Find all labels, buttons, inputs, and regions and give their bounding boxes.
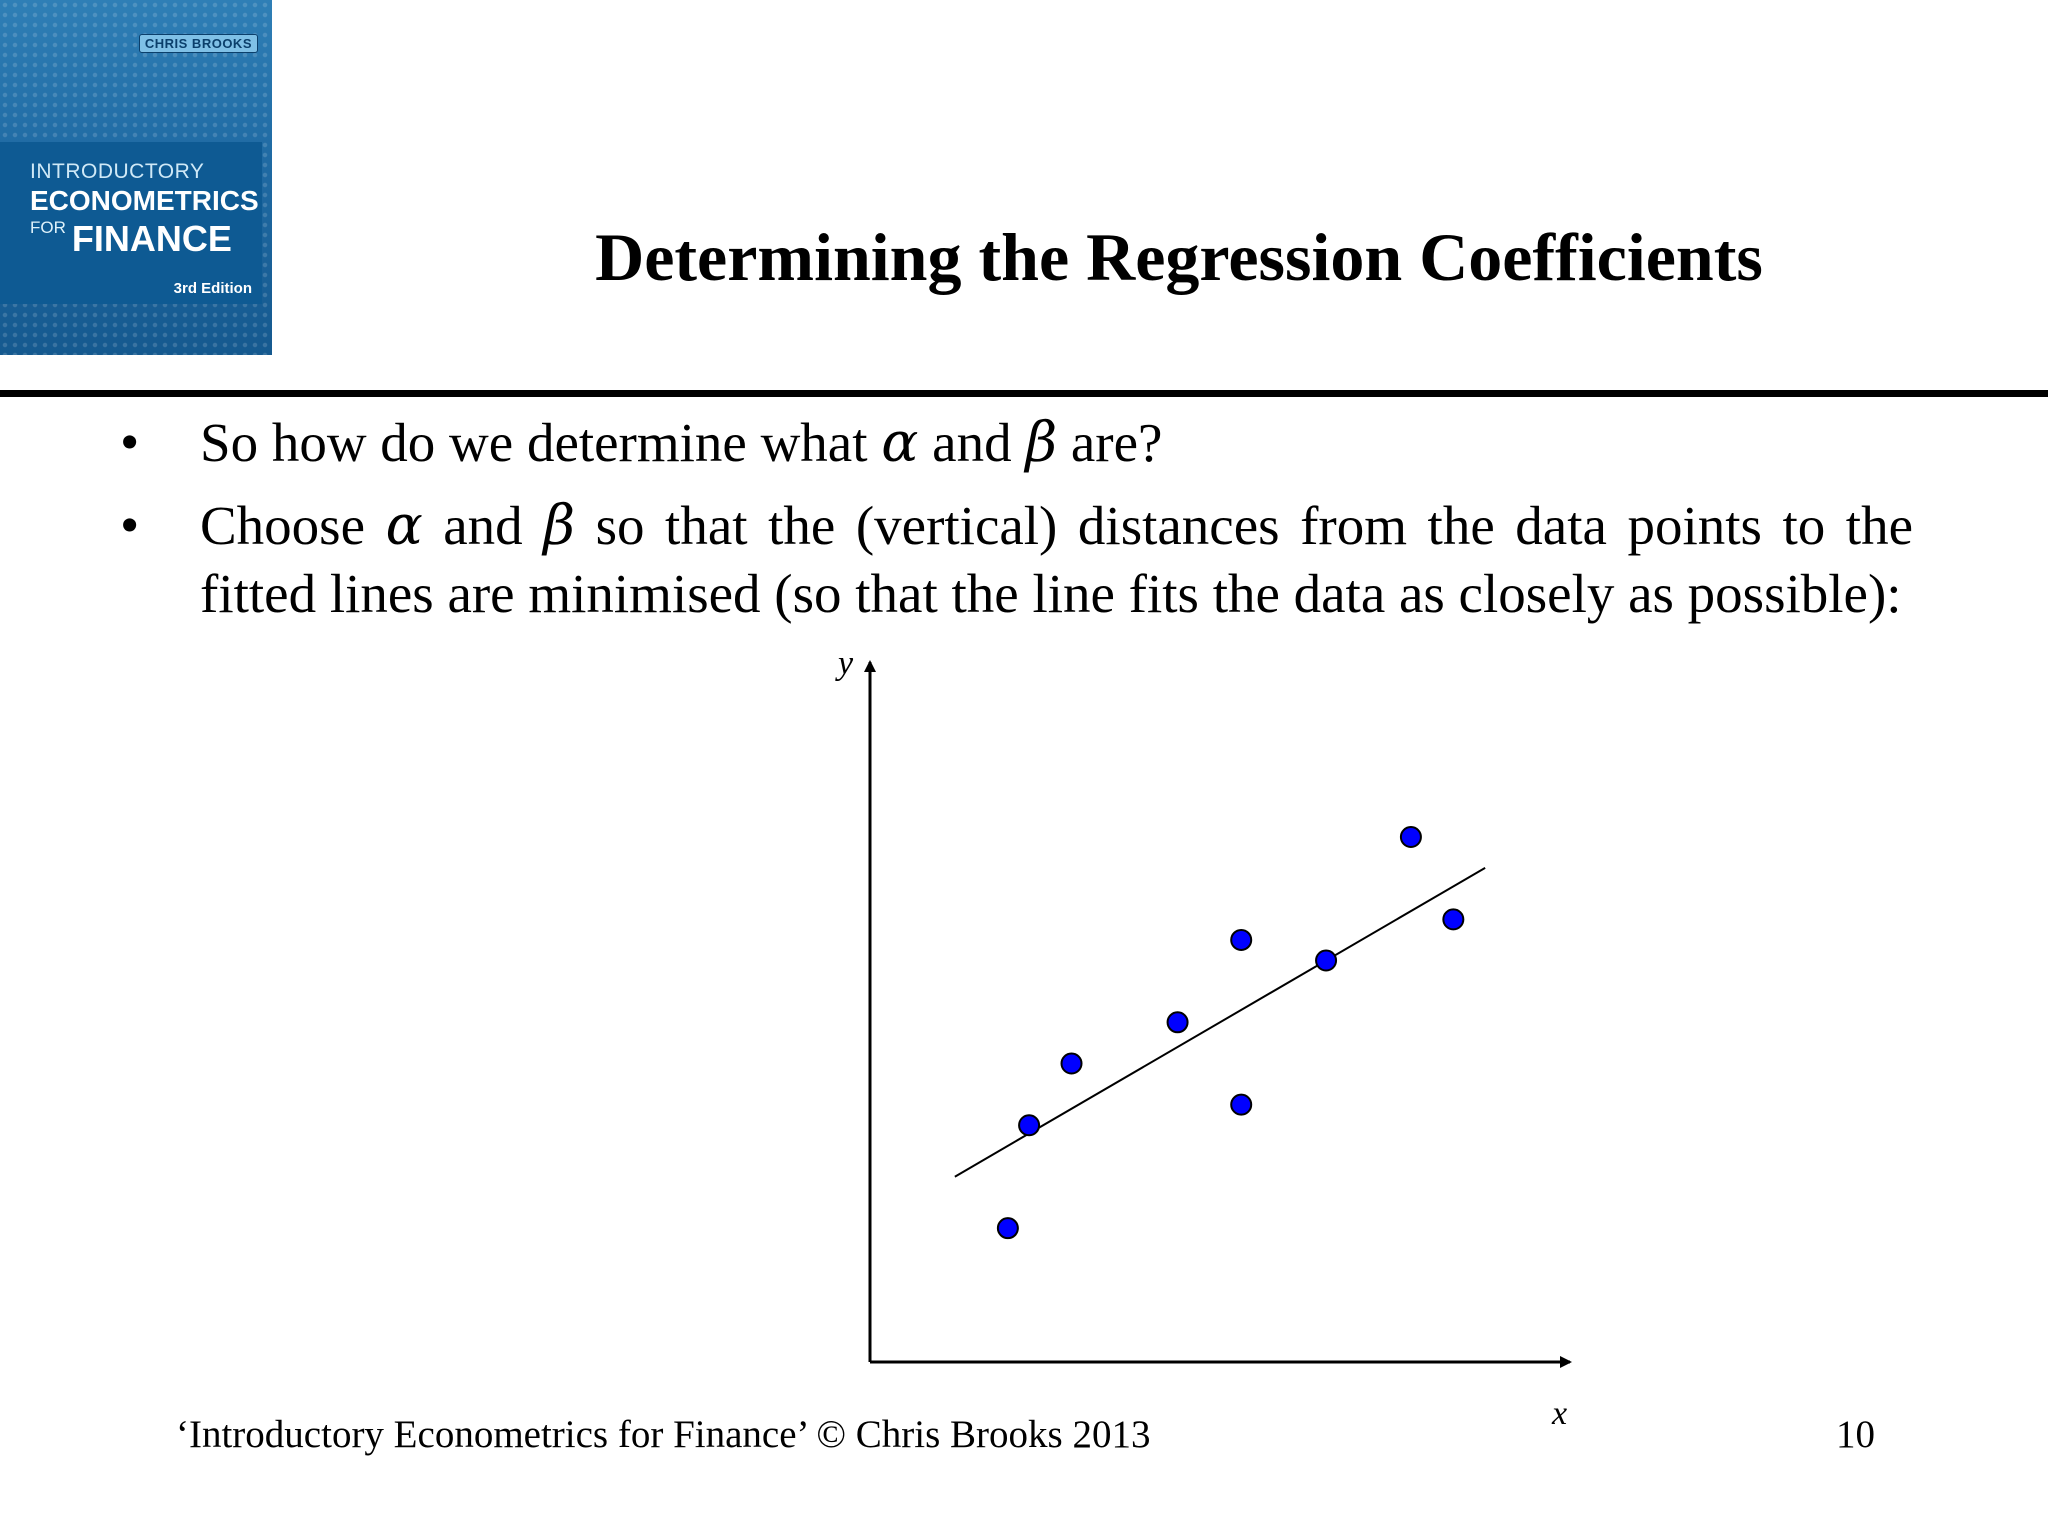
data-point-9 [1442,908,1465,931]
data-point-7 [1315,949,1338,972]
cover-finance-label: FINANCE [71,218,232,259]
data-point-5 [1230,1093,1253,1116]
alpha-symbol: α [385,493,423,557]
bullet-item-2: • Choose α and β so that the (vertical) … [115,491,1913,628]
beta-symbol: β [1025,410,1058,474]
beta-symbol: β [543,493,576,557]
data-point-2 [1018,1114,1041,1137]
bullet-item-1: • So how do we determine what α and β ar… [115,408,1915,477]
bullet-marker: • [120,411,140,472]
cover-title-line2: ECONOMETRICS [30,185,259,216]
y-axis-label: y [835,645,854,682]
bullet-text: and [918,412,1026,473]
alpha-symbol: α [881,410,919,474]
fitted-regression-line [954,867,1486,1178]
footer-copyright: ‘Introductory Econometrics for Finance’ … [176,1413,1151,1456]
cover-for-label: FOR [30,218,66,237]
cover-author: CHRIS BROOKS [138,34,258,53]
page-number: 10 [1836,1413,1875,1456]
bullet-text: and [422,495,544,556]
bullet-list: • So how do we determine what α and β ar… [115,408,1915,642]
cover-edition: 3rd Edition [173,280,252,297]
title-divider [0,390,2048,397]
slide-title: Determining the Regression Coefficients [595,219,1763,295]
data-point-4 [1166,1011,1189,1034]
bullet-text: so that the (vertical) distances from th… [200,495,1914,624]
cover-band [0,142,262,304]
cover-title-line3: FOR FINANCE [30,218,232,260]
bullet-text: are? [1057,412,1163,473]
book-cover-image: CHRIS BROOKS INTRODUCTORY ECONOMETRICS F… [0,0,272,355]
data-point-1 [996,1217,1019,1240]
bullet-text: Choose [200,495,386,556]
data-point-8 [1399,826,1422,848]
bullet-text: So how do we determine what [200,412,882,473]
data-point-6 [1230,928,1253,951]
data-point-3 [1060,1052,1083,1075]
bullet-marker: • [120,494,140,555]
x-axis-label: x [1551,1395,1567,1432]
cover-title-line1: INTRODUCTORY [30,160,205,183]
